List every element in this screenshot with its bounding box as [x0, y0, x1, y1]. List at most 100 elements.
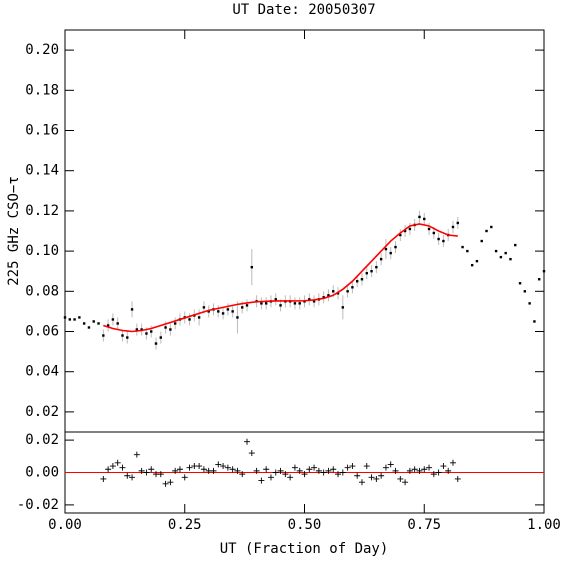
residual-point	[454, 475, 461, 482]
data-point	[130, 308, 134, 311]
residual-point	[344, 464, 351, 471]
residual-point	[301, 471, 308, 478]
residual-point	[277, 467, 284, 474]
x-tick-label: 1.00	[527, 517, 561, 533]
residual-point	[109, 463, 116, 470]
residual-point	[325, 467, 332, 474]
residual-point	[248, 450, 255, 457]
residual-point	[200, 466, 207, 473]
data-point	[499, 255, 503, 259]
data-point	[250, 265, 254, 269]
residual-point	[196, 463, 203, 470]
data-point	[538, 278, 541, 281]
residual-point	[358, 479, 365, 486]
data-point	[73, 318, 76, 321]
residual-point	[253, 467, 260, 474]
data-point	[384, 247, 388, 251]
data-point	[106, 324, 110, 327]
residual-point	[435, 469, 442, 476]
residual-point	[176, 466, 183, 473]
residual-point	[210, 467, 217, 474]
data-point	[346, 290, 349, 293]
y-tick-label: -0.02	[17, 497, 59, 513]
data-point	[188, 318, 191, 321]
residual-point	[287, 474, 294, 481]
residual-point	[406, 467, 413, 474]
residual-point	[172, 467, 179, 474]
data-point	[87, 326, 91, 329]
x-tick-label: 0.50	[288, 517, 322, 533]
residual-point	[363, 463, 370, 470]
residual-point	[306, 466, 313, 473]
residual-point	[368, 474, 375, 481]
residual-point	[119, 464, 126, 471]
data-point	[293, 302, 297, 305]
data-point	[485, 229, 488, 233]
data-point	[217, 310, 220, 313]
data-point	[221, 312, 225, 315]
residual-point	[397, 475, 404, 482]
data-point	[490, 225, 493, 229]
residual-point	[335, 471, 342, 478]
data-point	[437, 237, 440, 241]
residual-point	[148, 466, 155, 473]
residual-point	[311, 464, 318, 471]
residual-point	[133, 451, 140, 458]
data-point	[509, 257, 512, 261]
y-tick-label: 0.04	[25, 364, 59, 380]
data-point	[389, 251, 392, 255]
data-point	[140, 328, 143, 331]
data-point	[327, 294, 330, 297]
data-point	[399, 233, 402, 237]
residual-point	[339, 469, 346, 476]
residual-point	[220, 463, 227, 470]
residual-point	[416, 467, 423, 474]
residual-point	[392, 467, 399, 474]
data-point	[82, 322, 86, 325]
residual-point	[402, 479, 409, 486]
data-point	[126, 336, 129, 339]
residual-point	[387, 461, 394, 468]
residual-point	[138, 467, 145, 474]
x-tick-label: 0.25	[168, 517, 202, 533]
data-point	[298, 302, 301, 305]
data-point	[504, 251, 507, 255]
residual-point	[129, 474, 136, 481]
residual-point	[105, 466, 112, 473]
residual-point	[449, 459, 456, 466]
data-point	[264, 302, 268, 305]
y-tick-label: 0.12	[25, 203, 59, 219]
residual-point	[426, 464, 433, 471]
data-point	[475, 259, 479, 263]
residual-point	[315, 467, 322, 474]
data-point	[78, 316, 81, 319]
residual-point	[382, 464, 389, 471]
y-tick-label: 0.02	[25, 432, 59, 448]
y-tick-label: 0.02	[25, 404, 59, 420]
data-point	[514, 243, 517, 247]
residual-point	[330, 466, 337, 473]
fit-line	[103, 223, 458, 333]
residual-point	[440, 463, 447, 470]
data-point	[145, 332, 148, 335]
residual-point	[181, 474, 188, 481]
y-tick-label: 0.08	[25, 283, 59, 299]
data-point	[102, 334, 105, 337]
data-point	[236, 316, 239, 319]
data-point	[260, 302, 263, 305]
data-point	[159, 336, 162, 339]
data-point	[202, 306, 206, 309]
plot-frame	[64, 29, 545, 433]
data-point	[121, 334, 124, 337]
data-point	[456, 221, 459, 225]
data-point	[336, 292, 340, 295]
data-point	[92, 320, 95, 323]
data-point	[312, 300, 316, 303]
data-point	[403, 229, 407, 233]
residual-point	[349, 463, 356, 470]
data-point	[164, 326, 167, 329]
y-tick-label: 0.06	[25, 324, 59, 340]
residual-point	[162, 480, 169, 487]
residual-point	[157, 471, 164, 478]
